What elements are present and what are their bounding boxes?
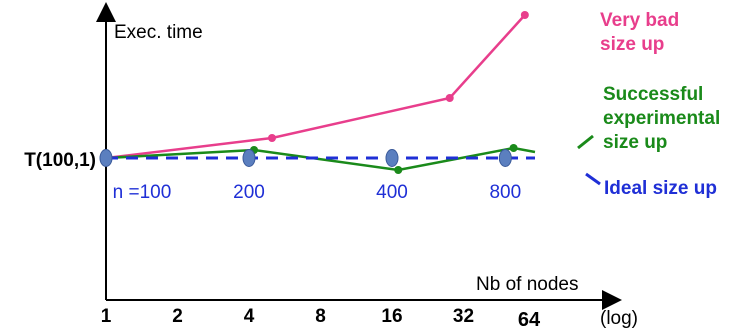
bad-sizeup-line <box>105 14 526 160</box>
data-point <box>268 134 277 142</box>
x-tick-label: 2 <box>172 306 183 327</box>
ideal-marker <box>498 149 512 167</box>
problem-size-label: 400 <box>376 182 408 203</box>
data-point <box>394 166 403 174</box>
data-point <box>509 144 518 152</box>
series-name-label: Successful experimental size up <box>603 84 720 153</box>
data-point <box>520 11 529 19</box>
x-scale-note: (log) <box>600 308 638 329</box>
series-name-label: Very bad size up <box>600 10 679 55</box>
ideal-marker <box>242 149 256 167</box>
series-name-label: Ideal size up <box>604 178 717 199</box>
ideal-marker <box>99 149 113 167</box>
series-label-layer: Very bad size up Successful experimental siz… <box>577 10 720 199</box>
problem-size-layer: n =100 200 400 800 <box>113 182 522 203</box>
y-axis-label: Exec. time <box>114 22 203 43</box>
x-tick-layer: 1 2 4 8 16 32 64 <box>101 306 541 329</box>
x-tick-label: 1 <box>101 306 112 327</box>
problem-size-label: 200 <box>233 182 265 203</box>
problem-size-label: n =100 <box>113 182 172 203</box>
ideal-marker <box>385 149 399 167</box>
x-axis-label: Nb of nodes <box>476 274 578 295</box>
x-tick-label: 64 <box>518 309 541 329</box>
x-tick-label: 16 <box>381 306 402 327</box>
data-point <box>445 94 454 102</box>
experimental-connector <box>577 134 594 150</box>
ideal-marker-layer <box>99 149 512 167</box>
x-tick-label: 32 <box>453 306 474 327</box>
ideal-connector <box>585 172 601 186</box>
x-tick-label: 4 <box>244 306 255 327</box>
problem-size-label: 800 <box>489 182 521 203</box>
y-reference-label: T(100,1) <box>24 150 96 171</box>
x-tick-label: 8 <box>315 306 326 327</box>
